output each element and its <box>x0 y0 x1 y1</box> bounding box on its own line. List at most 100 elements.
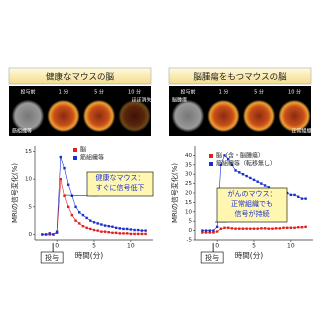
legend-swatch <box>73 148 77 152</box>
data-point <box>85 216 88 220</box>
data-point <box>263 184 267 187</box>
legend-label: 脳（含・脳腫瘍） <box>216 152 264 160</box>
annotation-text: 正常組織でも <box>231 199 273 208</box>
y-tick-label: 15 <box>185 200 192 206</box>
y-tick-label: 20 <box>185 191 192 197</box>
data-point <box>140 229 144 232</box>
data-point <box>230 227 234 230</box>
data-point <box>92 221 96 224</box>
data-point <box>256 227 259 230</box>
data-point <box>282 226 285 229</box>
data-point <box>100 230 103 233</box>
data-point <box>249 227 252 230</box>
data-point <box>241 173 245 176</box>
x-tick-label: 0 <box>215 243 219 250</box>
mri-image <box>118 100 151 132</box>
y-tick-label: 0 <box>29 232 33 238</box>
data-point <box>271 227 274 230</box>
legend-swatch <box>73 156 77 160</box>
data-point <box>208 229 211 232</box>
data-point <box>74 219 77 222</box>
y-tick-label: -5 <box>187 238 193 244</box>
mri-image <box>243 100 275 132</box>
data-point <box>226 157 230 161</box>
data-point <box>70 213 74 217</box>
image-label: 投与前 <box>20 89 35 96</box>
data-point <box>245 227 248 230</box>
data-point <box>144 229 147 232</box>
data-point <box>140 232 144 236</box>
data-point <box>219 163 223 166</box>
data-point <box>300 197 304 200</box>
data-point <box>89 227 92 231</box>
data-point <box>304 197 307 200</box>
data-point <box>59 177 63 181</box>
legend-swatch <box>209 162 213 166</box>
data-point <box>278 227 282 230</box>
legend-label: 脳 <box>80 146 86 154</box>
data-point <box>252 227 256 230</box>
x-axis-label: 時間(分) <box>75 251 103 260</box>
data-point <box>204 231 208 234</box>
data-point <box>81 213 85 217</box>
data-point <box>125 227 129 231</box>
data-point <box>241 227 245 230</box>
image-label: 10 分 <box>288 89 301 96</box>
data-point <box>300 226 304 229</box>
data-point <box>137 228 140 232</box>
data-point <box>107 231 110 234</box>
data-point <box>267 227 270 230</box>
y-axis-label: MRIの信号変化(%) <box>10 163 19 223</box>
data-point <box>289 226 293 229</box>
data-point <box>133 228 136 232</box>
data-point <box>66 205 70 209</box>
data-point <box>208 231 211 234</box>
y-tick-label: 5 <box>189 219 193 225</box>
legend-label: 筋組織等（転移無し） <box>216 160 276 168</box>
mri-image <box>207 100 240 132</box>
data-point <box>96 222 99 225</box>
legend-swatch <box>209 154 213 158</box>
data-point <box>74 205 77 209</box>
data-point <box>48 232 51 235</box>
annotation-text: 信号が持続 <box>235 209 270 218</box>
image-note: 筋組織等 <box>12 128 32 135</box>
data-point <box>44 233 48 236</box>
image-label: 5 分 <box>254 89 264 96</box>
data-point <box>81 224 85 228</box>
y-tick-label: 40 <box>185 153 192 159</box>
annotation-text: がんのマウス： <box>228 189 277 198</box>
panel-title: 脳腫瘍をもつマウスの脳 <box>193 72 287 83</box>
y-tick-label: 10 <box>185 209 192 215</box>
data-point <box>289 193 293 197</box>
annotation-text: すぐに信号低下 <box>96 183 145 192</box>
y-axis-label: MRIの信号変化(%) <box>170 163 179 223</box>
x-tick-label: 10 <box>287 243 295 250</box>
data-point <box>125 232 129 235</box>
data-point <box>133 232 136 236</box>
data-point <box>111 225 114 228</box>
data-point <box>118 232 122 235</box>
x-tick-label: 5 <box>92 243 96 250</box>
data-point <box>234 169 237 172</box>
data-point <box>260 227 263 230</box>
x-tick-label: 10 <box>127 243 135 250</box>
data-point <box>219 227 223 230</box>
y-tick-label: 30 <box>185 172 192 178</box>
image-label: 5 分 <box>94 89 104 96</box>
data-point <box>201 231 204 234</box>
mri-image <box>83 100 115 132</box>
mri-image <box>278 100 311 132</box>
data-point <box>59 155 63 159</box>
panel-title: 健康なマウスの脳 <box>46 72 115 83</box>
data-point <box>245 174 248 178</box>
data-point <box>70 194 74 197</box>
annotation-box <box>86 171 154 197</box>
injection-label: 投与 <box>205 253 219 262</box>
image-label: 1 分 <box>219 89 229 96</box>
data-point <box>212 231 215 234</box>
mri-image <box>12 100 44 132</box>
data-point <box>103 224 107 227</box>
data-point <box>92 228 96 232</box>
